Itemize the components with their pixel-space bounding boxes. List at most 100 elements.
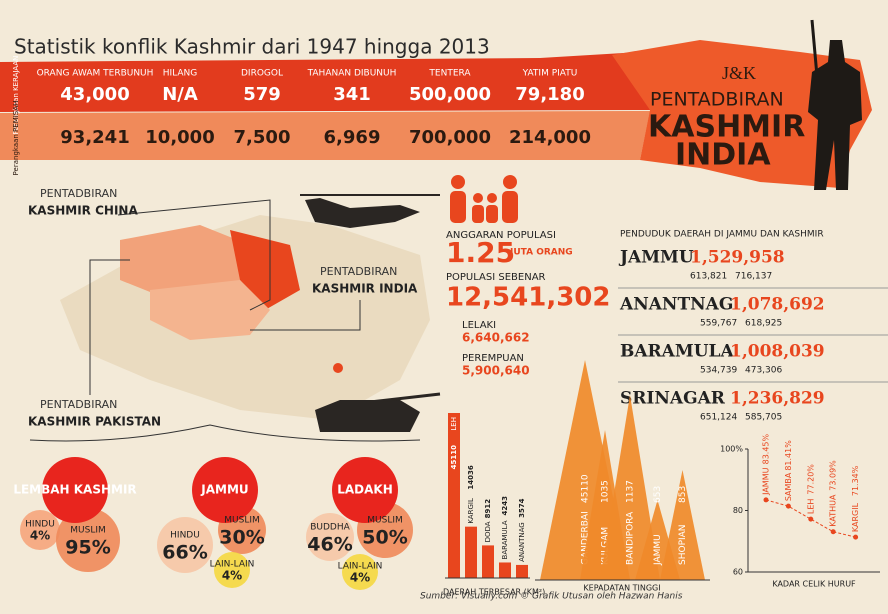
- bar-label: LEH 45110: [450, 417, 458, 469]
- region-circle: [192, 457, 258, 523]
- map-label-small: PENTADBIRAN: [40, 187, 117, 200]
- bar-value: 14036: [467, 465, 475, 489]
- badge-line3: INDIA: [675, 138, 771, 173]
- stat-value: N/A: [162, 84, 198, 105]
- value-label: 71.34%: [851, 465, 860, 496]
- bar: [499, 562, 511, 578]
- density-value: 1137: [626, 480, 636, 503]
- point: [808, 516, 814, 522]
- group-share: 50%: [362, 527, 407, 549]
- stat-value: 43,000: [60, 84, 129, 105]
- map-dot: [333, 363, 343, 373]
- badge-shape: [612, 40, 872, 188]
- title: Statistik konflik Kashmir dari 1947 hing…: [14, 35, 490, 59]
- leader-line: [117, 199, 271, 311]
- group-name: LAIN-LAIN: [338, 562, 383, 572]
- district-female: 473,306: [745, 366, 782, 376]
- column-header: DIROGOL: [241, 69, 283, 79]
- column-header: ORANG AWAM TERBUNUH: [37, 69, 154, 79]
- region-name: JAMMU: [200, 483, 248, 497]
- people-icon: [450, 175, 518, 223]
- gender-value: 5,900,640: [462, 364, 530, 378]
- point: [853, 534, 859, 540]
- group-share: 30%: [219, 527, 264, 549]
- point-label: JAMMU 83.45%: [762, 433, 771, 495]
- group-share: 4%: [222, 569, 242, 583]
- point-label: KARGIL 71.34%: [851, 465, 860, 532]
- district-total: 1,078,692: [730, 295, 825, 315]
- group-share: 95%: [65, 537, 110, 559]
- bar-category: KARGIL: [467, 498, 475, 524]
- point: [785, 503, 791, 509]
- point-label: KATHUA 73.09%: [829, 460, 838, 527]
- tank-gun-icon: [369, 392, 441, 404]
- stat-value: 6,969: [324, 127, 381, 148]
- group-share: 46%: [307, 534, 352, 556]
- districts-heading: PENDUDUK DAERAH DI JAMMU DAN KASHMIR: [620, 230, 824, 240]
- value-label: 73.09%: [829, 460, 838, 491]
- tank-icon: [315, 400, 420, 432]
- density-label: KULGAM 1035: [601, 480, 611, 565]
- group-share: 4%: [30, 529, 50, 543]
- region-name: LEMBAH KASHMIR: [13, 483, 136, 497]
- district-male: 559,767: [700, 319, 737, 329]
- density-name: GANDERBAI: [581, 511, 591, 565]
- region-circle: [332, 457, 398, 523]
- district-male: 651,124: [700, 413, 737, 423]
- group-circle: [157, 517, 213, 573]
- population-unit: JUTA ORANG: [509, 248, 573, 258]
- leader-line: [250, 300, 361, 331]
- district-name: ANANTNAG: [619, 295, 733, 315]
- bar-category: ANANTNAG: [518, 522, 526, 562]
- stat-value: 214,000: [509, 127, 591, 148]
- bar: [516, 564, 528, 578]
- bar-category: DODA: [484, 521, 492, 542]
- x-axis-title: DAERAH TERBESAR (KM²): [443, 588, 545, 597]
- region-pakistan: [120, 225, 250, 300]
- population-actual: 12,541,302: [446, 283, 610, 313]
- district-female: 716,137: [735, 272, 772, 282]
- bar: [482, 545, 494, 578]
- district-female: 585,705: [745, 413, 782, 423]
- map-label: KASHMIR INDIA: [312, 282, 418, 296]
- region-china: [230, 230, 300, 310]
- region-circle: [42, 457, 108, 523]
- group-circle: [56, 508, 120, 572]
- stat-value: 700,000: [409, 127, 491, 148]
- x-axis-title: KADAR CELIK HURUF: [772, 580, 856, 589]
- bar-value: 8912: [484, 499, 492, 519]
- density-label: JAMMU 653: [653, 486, 663, 566]
- value-label: 83.45%: [762, 433, 771, 464]
- group-name: HINDU: [25, 520, 55, 530]
- density-name: JAMMU: [653, 534, 663, 566]
- region-name: LADAKH: [337, 483, 393, 497]
- population-estimate: 1.25: [446, 236, 515, 269]
- density-label: BANDIPORA 1137: [626, 480, 636, 565]
- group-name: MUSLIM: [70, 526, 106, 536]
- value-label: 81.41%: [784, 440, 793, 471]
- group-circle: [342, 554, 378, 590]
- density-peak: [660, 470, 705, 580]
- row-label: Perangkaan PEMISAH: [12, 101, 20, 176]
- district-female: 618,925: [745, 319, 782, 329]
- density-value: 653: [653, 486, 663, 503]
- soldier-icon: [808, 40, 862, 190]
- group-circle: [214, 552, 250, 588]
- map-label-small: PENTADBIRAN: [320, 265, 397, 278]
- map-label: KASHMIR PAKISTAN: [28, 415, 161, 429]
- district-male: 534,739: [700, 366, 737, 376]
- badge-top: J&K: [722, 63, 756, 83]
- group-name: HINDU: [170, 531, 200, 541]
- rifle-icon: [810, 19, 822, 111]
- gender-label: LELAKI: [462, 320, 496, 331]
- bar-label: BARAMULA 4243: [501, 496, 509, 560]
- group-name: MUSLIM: [224, 516, 260, 526]
- group-name: LAIN-LAIN: [210, 560, 255, 570]
- density-title: KEPADATAN TINGGI: [583, 584, 660, 593]
- column-header: TAHANAN DIBUNUH: [307, 69, 397, 79]
- map-label: KASHMIR CHINA: [28, 204, 138, 218]
- point-label: LEH 77.20%: [806, 464, 815, 514]
- point-category: SAMBA: [784, 472, 793, 501]
- group-name: MUSLIM: [367, 516, 403, 526]
